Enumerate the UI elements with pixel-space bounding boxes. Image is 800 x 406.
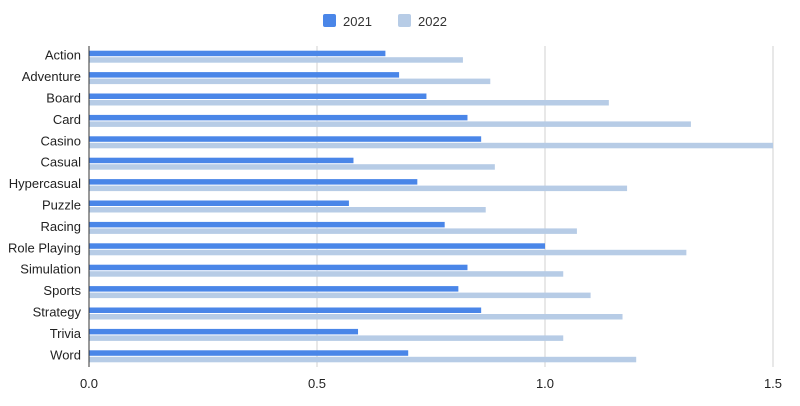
category-label: Action — [45, 48, 81, 63]
bar-2022-action — [89, 57, 463, 63]
bar-2021-trivia — [89, 328, 359, 335]
category-label: Adventure — [22, 69, 81, 84]
bar-2021-sports — [89, 286, 459, 292]
bar-2021-action — [89, 50, 386, 57]
bar-2022-casual — [89, 164, 495, 170]
category-label: Racing — [41, 219, 81, 234]
legend: 2021 2022 — [323, 14, 447, 29]
bar-2021-puzzle — [89, 200, 349, 206]
category-label: Card — [53, 112, 81, 127]
category-label: Role Playing — [8, 240, 81, 255]
bar-2021-card — [89, 114, 468, 121]
bar-2021-hypercasual — [89, 179, 418, 185]
bar-2022-board — [89, 100, 609, 106]
bar-2021-role-playing — [89, 243, 545, 249]
x-tick-label: 1.5 — [764, 376, 782, 391]
category-label: Puzzle — [42, 198, 81, 213]
bar-2021-simulation — [89, 264, 468, 271]
bar-2022-simulation — [89, 271, 564, 277]
legend-label-2022: 2022 — [418, 14, 447, 29]
bar-2021-board — [89, 93, 427, 99]
bar-2022-trivia — [89, 335, 564, 341]
legend-label-2021: 2021 — [343, 14, 372, 29]
bar-2022-role-playing — [89, 249, 687, 256]
bar-2022-adventure — [89, 78, 491, 85]
bar-2022-card — [89, 121, 691, 127]
bar-2021-word — [89, 350, 409, 356]
category-label: Board — [46, 91, 81, 106]
category-label: Sports — [43, 283, 81, 298]
bar-2021-casino — [89, 136, 482, 142]
x-tick-label: 0.5 — [308, 376, 326, 391]
category-labels: Action Adventure Board Card Casino Casual Hype… — [8, 48, 82, 363]
x-axis-ticks: 0.0 0.5 1.0 1.5 — [80, 376, 782, 391]
legend-swatch-2021 — [323, 14, 336, 27]
category-label: Hypercasual — [9, 176, 81, 191]
category-label: Word — [50, 347, 81, 362]
bar-2022-hypercasual — [89, 185, 628, 192]
bar-2022-casino — [89, 142, 773, 149]
bar-2021-adventure — [89, 72, 400, 78]
bar-2021-casual — [89, 157, 354, 164]
bar-2022-strategy — [89, 314, 623, 320]
bars — [89, 50, 773, 363]
bar-2022-racing — [89, 228, 577, 234]
legend-swatch-2022 — [398, 14, 411, 27]
category-label: Casual — [41, 155, 82, 170]
category-label: Strategy — [33, 305, 82, 320]
x-tick-label: 0.0 — [80, 376, 98, 391]
gridlines — [316, 46, 774, 367]
category-label: Casino — [41, 133, 81, 148]
category-label: Trivia — [50, 326, 82, 341]
bar-2022-puzzle — [89, 207, 486, 213]
x-tick-label: 1.0 — [536, 376, 554, 391]
bar-2021-strategy — [89, 307, 482, 313]
bar-2021-racing — [89, 221, 445, 228]
category-label: Simulation — [20, 262, 81, 277]
bar-2022-sports — [89, 292, 591, 299]
bar-2022-word — [89, 356, 637, 363]
